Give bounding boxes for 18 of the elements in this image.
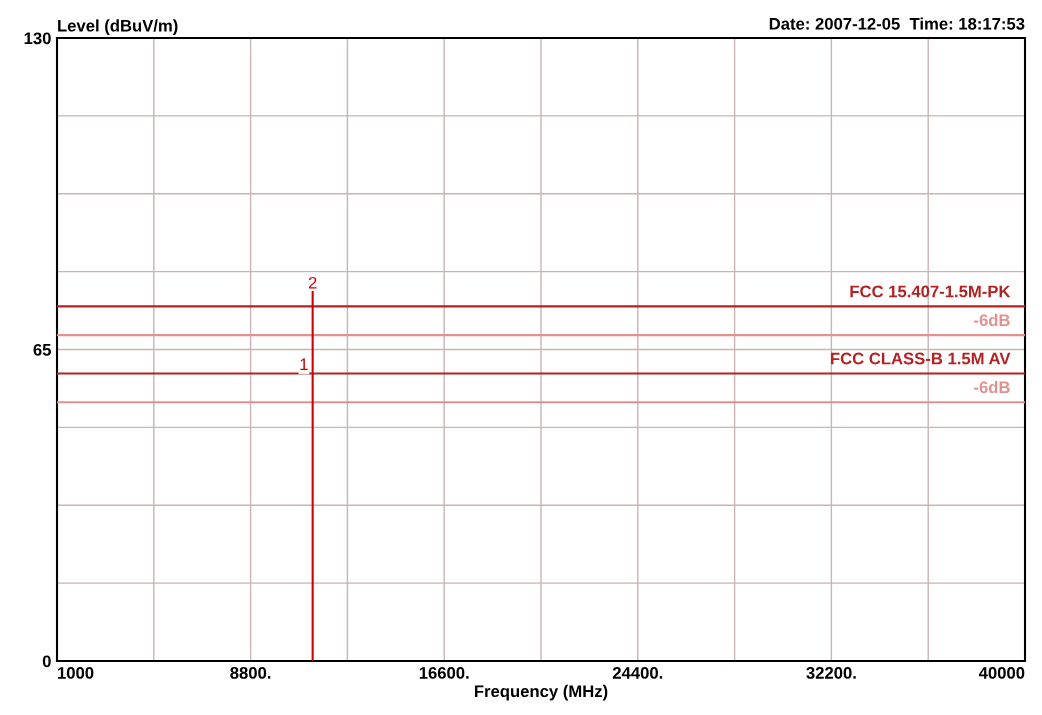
y-tick-label: 0 <box>42 655 51 668</box>
annotation: 2 <box>308 276 317 289</box>
y-axis-title: Level (dBuV/m) <box>58 19 178 35</box>
ref-line-label: -6dB <box>974 380 1010 394</box>
x-tick-label: 40000 <box>978 667 1025 679</box>
x-axis-title: Frequency (MHz) <box>474 684 608 701</box>
x-tick-label: 8800. <box>230 667 271 679</box>
x-tick-label: 32200. <box>806 667 856 679</box>
text: Date: 2007-12-05 Time: 18:17:53 <box>769 17 1025 30</box>
y-tick-label: 130 <box>24 32 51 45</box>
ref-line-label: -6dB <box>974 313 1010 327</box>
x-tick-label: 24400. <box>612 667 663 679</box>
ref-line-label: FCC 15.407-1.5M-PK <box>850 285 1011 298</box>
y-tick-label: 65 <box>33 343 51 356</box>
x-tick-label: 16600. <box>419 667 469 679</box>
ref-line-label: FCC CLASS-B 1.5M AV <box>831 352 1011 365</box>
annotation: 1 <box>300 358 308 370</box>
x-tick-label: 1000 <box>58 667 94 679</box>
